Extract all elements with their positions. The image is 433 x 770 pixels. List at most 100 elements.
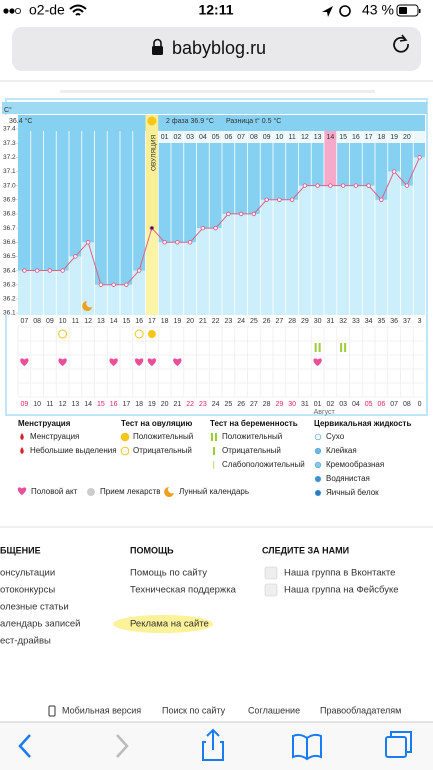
bottom-link[interactable]: Соглашение — [248, 705, 300, 715]
date-label: 06 — [377, 401, 385, 408]
highlight-column — [324, 131, 337, 186]
footer-link[interactable]: Наша группа в Вконтакте — [284, 568, 395, 579]
date-label: 27 — [250, 401, 258, 408]
footer-link[interactable]: алендарь записей — [0, 619, 81, 630]
bottom-link[interactable]: Поиск по сайту — [162, 705, 226, 715]
legend-item: Положительный — [133, 432, 193, 441]
pregnancy-icon — [215, 433, 217, 441]
bookmarks-button[interactable] — [292, 733, 322, 761]
date-label: 09 — [20, 401, 28, 408]
unit-label: C° — [4, 106, 12, 114]
forward-button[interactable] — [116, 734, 129, 758]
legend-extra: Прием лекарств — [100, 487, 160, 496]
cycle-day: 34 — [365, 318, 373, 325]
share-button[interactable] — [202, 728, 224, 761]
phase-day: 01 — [161, 134, 169, 141]
y-tick-label: 36.2 — [3, 296, 16, 303]
drop-icon — [20, 433, 24, 440]
phase-day: 12 — [301, 134, 309, 141]
value-column — [362, 185, 375, 315]
cycle-day: 3 — [418, 318, 422, 325]
carrier: o2-de — [29, 2, 65, 18]
pregnancy-test — [340, 343, 343, 352]
reload-icon[interactable] — [393, 36, 409, 53]
cycle-day: 22 — [212, 318, 220, 325]
pregnancy-test — [318, 343, 321, 352]
footer-link[interactable]: Помощь по сайту — [130, 568, 207, 579]
phase-day: 05 — [212, 134, 220, 141]
value-column — [120, 284, 133, 315]
fluid-icon — [314, 475, 322, 483]
value-column — [171, 242, 184, 315]
battery-tip — [419, 9, 421, 13]
date-label: 14 — [84, 401, 92, 408]
temperature-point — [289, 197, 295, 203]
phase-day: 14 — [326, 134, 334, 141]
bottom-link[interactable]: Мобильная версия — [62, 705, 141, 715]
date-label: 02 — [326, 401, 334, 408]
ovulation-icon — [120, 446, 130, 456]
temperature-point — [149, 225, 155, 231]
value-column — [349, 185, 363, 315]
legend-item: Отрицательный — [133, 446, 192, 455]
cycle-day: 27 — [275, 318, 283, 325]
date-label: 08 — [403, 401, 411, 408]
date-label: 18 — [135, 401, 143, 408]
value-column — [234, 213, 248, 315]
url-text[interactable]: babyblog.ru — [172, 38, 266, 58]
footer-link[interactable]: Техническая поддержка — [130, 585, 237, 596]
footer-link[interactable]: олезные статьи — [0, 602, 69, 613]
date-label: 30 — [288, 401, 296, 408]
cycle-day: 10 — [59, 318, 67, 325]
legend-title: Тест на беременность — [210, 419, 298, 428]
temperature-point — [404, 183, 410, 188]
temperature-point — [187, 239, 193, 245]
legend: Менструация Менструация Небольшие выделени… — [17, 419, 411, 497]
value-column — [43, 270, 57, 315]
month-label: Август — [314, 409, 336, 416]
cycle-day: 18 — [161, 318, 169, 325]
tabs-button[interactable] — [385, 736, 407, 758]
y-tick-label: 36.5 — [3, 253, 16, 260]
value-column — [30, 270, 44, 315]
value-column — [298, 185, 312, 315]
footer-link[interactable]: Реклама на сайте — [130, 619, 209, 630]
cycle-day: 09 — [46, 318, 54, 325]
footer-link[interactable]: онсультации — [0, 568, 55, 579]
mobile-icon — [48, 705, 56, 717]
temperature-point — [340, 183, 346, 188]
cycle-day: 33 — [352, 318, 360, 325]
cycle-day: 11 — [72, 318, 79, 325]
phase-day: 06 — [224, 134, 232, 141]
temperature-point — [111, 282, 116, 287]
value-column — [145, 228, 159, 315]
value-column — [375, 199, 388, 315]
y-axis-background — [2, 115, 18, 315]
fluid-icon — [314, 489, 322, 497]
cycle-day: 12 — [84, 318, 92, 325]
back-button[interactable] — [18, 734, 31, 758]
temperature-point — [85, 239, 91, 245]
moon-icon — [82, 301, 93, 311]
date-label: 05 — [365, 401, 373, 408]
y-tick-label: 36.4 — [3, 267, 16, 274]
footer-link[interactable]: Наша группа на Фейсбуке — [284, 585, 399, 596]
url-bar[interactable] — [12, 27, 421, 71]
bottom-link[interactable]: Правообладателям — [320, 705, 401, 715]
cycle-day: 17 — [148, 318, 156, 325]
date-label: 17 — [122, 401, 130, 408]
date-label: 28 — [263, 401, 271, 408]
pregnancy-test — [314, 343, 317, 352]
footer-link[interactable]: ест-драйвы — [0, 636, 51, 647]
phase-day: 13 — [314, 134, 322, 141]
footer-link[interactable]: отоконкурсы — [0, 585, 55, 596]
phase-day: 18 — [377, 134, 385, 141]
legend-title: Цервикальная жидкость — [314, 419, 411, 428]
date-label: 24 — [212, 401, 220, 408]
value-column — [183, 242, 197, 315]
phase-strip — [158, 131, 425, 143]
pregnancy-test — [344, 343, 347, 352]
temperature-point — [315, 183, 320, 188]
temperature-point — [175, 239, 180, 245]
